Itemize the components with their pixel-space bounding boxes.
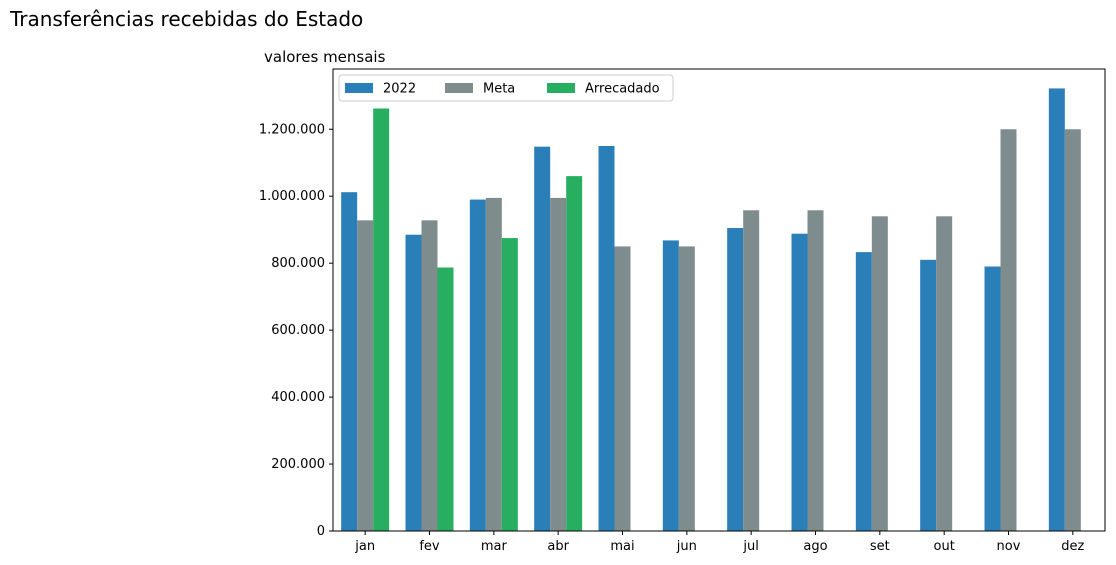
- plot-frame: [332, 68, 1106, 532]
- legend: 2022 Meta Arrecadado: [338, 74, 674, 102]
- chart-title: valores mensais: [264, 48, 386, 66]
- bar-meta-mai: [614, 246, 631, 531]
- bar-meta-ago: [807, 210, 824, 531]
- y-tick-label: 0: [317, 524, 325, 539]
- bar-2022-mar: [469, 199, 486, 531]
- legend-swatch-2022: [345, 83, 373, 93]
- bar-meta-jan: [357, 220, 374, 531]
- bar-meta-mar: [485, 197, 502, 531]
- bar-2022-ago: [791, 233, 808, 531]
- bar-arrecadado-abr: [566, 176, 583, 531]
- x-tick-label-dez: dez: [1061, 539, 1084, 554]
- axes: 0 200.000 400.000 600.000 800.000 1.000.000 1.…: [259, 68, 1106, 554]
- x-tick-label-mar: mar: [481, 539, 508, 554]
- x-tick-label-mai: mai: [610, 539, 634, 554]
- legend-box: [338, 74, 674, 102]
- legend-label-2022: 2022: [383, 82, 416, 97]
- x-tick-label-jan: jan: [354, 539, 375, 554]
- legend-label-meta: Meta: [483, 82, 515, 97]
- y-tick-label: 1.200.000: [259, 122, 325, 137]
- bar-2022-abr: [534, 146, 551, 532]
- y-tick-label: 600.000: [271, 323, 325, 338]
- bar-2022-set: [855, 252, 872, 531]
- x-tick-label-abr: abr: [547, 539, 569, 554]
- bar-meta-jun: [678, 246, 695, 531]
- bar-meta-set: [871, 216, 888, 532]
- bar-meta-jul: [743, 210, 760, 531]
- bar-2022-fev: [405, 234, 422, 531]
- bar-2022-nov: [984, 266, 1001, 531]
- bar-2022-jun: [662, 240, 679, 531]
- x-tick-label-jul: jul: [742, 539, 758, 554]
- bar-2022-jan: [341, 192, 358, 531]
- y-tick-label: 1.000.000: [259, 189, 325, 204]
- bar-2022-out: [920, 259, 937, 531]
- legend-swatch-meta: [445, 83, 473, 93]
- x-tick-label-fev: fev: [419, 539, 440, 554]
- bar-2022-mai: [598, 146, 615, 531]
- figure-title: Transferências recebidas do Estado: [9, 7, 363, 31]
- legend-swatch-arrecadado: [547, 83, 575, 93]
- bar-arrecadado-jan: [373, 108, 390, 531]
- bar-arrecadado-mar: [501, 238, 518, 531]
- legend-label-arrecadado: Arrecadado: [585, 82, 660, 97]
- y-tick-label: 200.000: [271, 457, 325, 472]
- x-tick-label-set: set: [870, 539, 890, 554]
- y-tick-label: 800.000: [271, 256, 325, 271]
- x-tick-label-out: out: [934, 539, 955, 554]
- x-tick-label-jun: jun: [676, 539, 697, 554]
- bar-2022-jul: [727, 228, 744, 531]
- bar-2022-dez: [1048, 88, 1065, 532]
- y-tick-label: 400.000: [271, 390, 325, 405]
- bar-meta-fev: [421, 220, 438, 531]
- x-tick-label-nov: nov: [997, 539, 1021, 554]
- bars: [341, 88, 1081, 532]
- x-tick-label-ago: ago: [803, 539, 827, 554]
- bar-arrecadado-fev: [437, 267, 454, 531]
- bar-meta-dez: [1064, 129, 1081, 531]
- bar-meta-abr: [550, 197, 567, 531]
- bar-meta-nov: [1000, 129, 1017, 531]
- bar-meta-out: [936, 216, 953, 532]
